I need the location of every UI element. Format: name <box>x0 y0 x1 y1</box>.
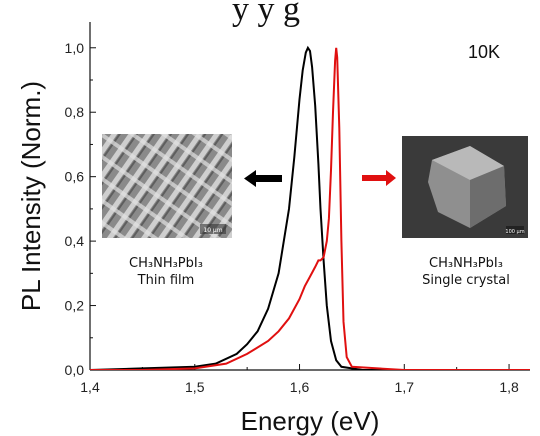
single-crystal-scale-bar: 100 μm <box>505 229 524 235</box>
y-tick-label: 1,0 <box>65 40 85 56</box>
left-arrow-icon <box>244 170 282 187</box>
x-axis-title: Energy (eV) <box>241 406 380 436</box>
thin-film-sem-image: 10 μm <box>102 134 232 238</box>
y-tick-label: 0,8 <box>65 104 85 120</box>
temperature-label: 10K <box>468 42 500 62</box>
y-tick-label: 0,0 <box>65 362 85 378</box>
title-partial: y y g <box>232 0 300 28</box>
thin-film-label-line2: Thin film <box>137 273 195 288</box>
y-tick-label: 0,2 <box>65 298 85 314</box>
x-tick-label: 1,4 <box>80 379 100 395</box>
x-tick-label: 1,5 <box>185 379 205 395</box>
single-crystal-label-line2: Single crystal <box>422 273 510 288</box>
y-tick-label: 0,6 <box>65 169 85 185</box>
single-crystal-label-line1: CH₃NH₃PbI₃ <box>429 256 503 271</box>
x-tick-label: 1,8 <box>499 379 519 395</box>
single-crystal-sem-image: 100 μm <box>402 136 528 238</box>
thin-film-label-line1: CH₃NH₃PbI₃ <box>129 256 203 271</box>
x-tick-label: 1,7 <box>395 379 415 395</box>
y-axis-title: PL Intensity (Norm.) <box>16 81 46 311</box>
series-red-single-crystal <box>90 47 530 370</box>
thin-film-scale-bar: 10 μm <box>203 227 222 234</box>
x-tick-label: 1,6 <box>290 379 310 395</box>
y-tick-label: 0,4 <box>65 233 85 249</box>
series-black-thin-film <box>90 45 530 370</box>
y-ticks: 0,0 0,2 0,4 0,6 0,8 1,0 <box>65 40 96 378</box>
right-arrow-icon <box>362 170 396 186</box>
